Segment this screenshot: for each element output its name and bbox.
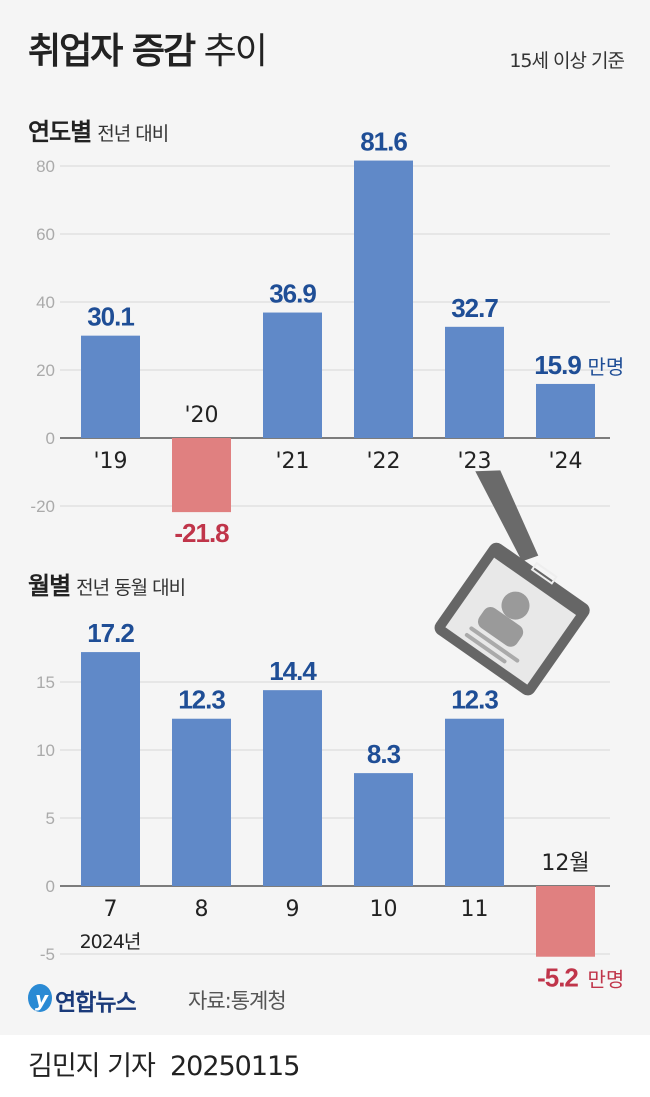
title-light: 추이 — [203, 31, 268, 72]
id-badge-icon — [434, 470, 590, 696]
y-tick-label: 5 — [46, 809, 55, 828]
category-label: '20 — [184, 403, 218, 428]
byline: 김민지 기자 20250115 — [28, 1044, 300, 1083]
bar — [172, 718, 231, 886]
y-tick-label: 10 — [36, 741, 55, 760]
value-label: -21.8 — [174, 518, 229, 548]
monthly-title: 월별 — [28, 572, 71, 600]
annual-subtitle: 전년 대비 — [97, 123, 169, 145]
y-tick-label: 0 — [46, 877, 55, 896]
bar — [536, 886, 595, 957]
y-tick-label: 40 — [36, 293, 55, 312]
value-label: 12.3 — [451, 685, 498, 715]
value-label: -5.2 — [537, 963, 578, 993]
logo-text: 연합뉴스 — [55, 990, 137, 1016]
year-label: 2024년 — [80, 931, 141, 953]
bar — [81, 335, 140, 438]
value-label: 12.3 — [178, 685, 225, 715]
value-label: 8.3 — [367, 739, 401, 769]
category-label: 7 — [104, 897, 118, 922]
y-tick-label: 20 — [36, 361, 55, 380]
y-tick-label: 0 — [46, 429, 55, 448]
title-bold: 취업자 증감 — [28, 31, 196, 72]
monthly-subtitle: 전년 동월 대비 — [76, 577, 186, 599]
bar — [445, 718, 504, 886]
unit-label: 만명 — [588, 355, 625, 379]
unit-label: 만명 — [588, 968, 625, 992]
y-tick-label: -5 — [40, 945, 55, 964]
yonhap-logo-icon: y — [26, 983, 54, 1017]
category-label: '22 — [366, 449, 400, 474]
value-label: 30.1 — [87, 302, 134, 332]
category-label: 9 — [286, 897, 300, 922]
category-label: 10 — [370, 897, 398, 922]
bar — [536, 383, 595, 438]
date: 20250115 — [169, 1051, 300, 1082]
footer — [0, 1035, 650, 1097]
bar — [172, 438, 231, 513]
category-label: '23 — [457, 449, 491, 474]
category-label: 11 — [461, 897, 489, 922]
category-label: '19 — [93, 449, 127, 474]
page-title: 취업자 증감 추이 — [28, 22, 268, 74]
monthly-section-title: 월별 전년 동월 대비 — [28, 566, 186, 601]
reporter: 김민지 기자 — [28, 1051, 156, 1082]
y-tick-label: 15 — [36, 673, 55, 692]
value-label: 36.9 — [269, 279, 316, 309]
y-tick-label: 60 — [36, 225, 55, 244]
value-label: 81.6 — [360, 127, 407, 157]
value-label: 32.7 — [451, 293, 498, 323]
annual-title: 연도별 — [28, 118, 92, 146]
y-tick-label: 80 — [36, 157, 55, 176]
annual-section-title: 연도별 전년 대비 — [28, 112, 169, 147]
category-label: '21 — [275, 449, 309, 474]
value-label: 14.4 — [269, 656, 317, 686]
source: 자료:통계청 — [188, 989, 287, 1013]
bar — [445, 326, 504, 438]
bar — [354, 160, 413, 438]
value-label: 17.2 — [87, 618, 134, 648]
bar — [263, 690, 322, 886]
category-label: '24 — [548, 449, 582, 474]
value-label: 15.9 — [534, 350, 581, 380]
svg-text:y: y — [35, 987, 49, 1011]
bar — [354, 773, 413, 886]
bar — [81, 652, 140, 886]
category-label: 8 — [195, 897, 209, 922]
y-tick-label: -20 — [30, 497, 55, 516]
bar — [263, 312, 322, 438]
basis-note: 15세 이상 기준 — [509, 50, 625, 72]
category-label: 12월 — [541, 851, 589, 876]
